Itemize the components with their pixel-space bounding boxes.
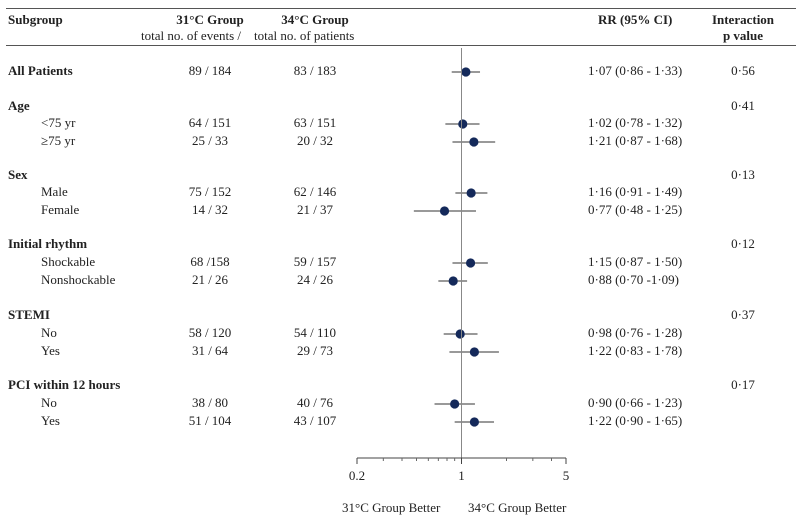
point-estimate [439, 206, 450, 216]
row-p-value: 0·41 [731, 98, 755, 113]
row-p-value: 0·13 [731, 167, 755, 182]
row-rr-ci: 0·98 (0·76 - 1·28) [588, 325, 683, 340]
row-events-a: 21 / 26 [191, 272, 229, 287]
header-group-b: 34°C Group [281, 12, 349, 27]
row-label: Yes [41, 413, 60, 428]
row-events-b: 29 / 73 [296, 343, 334, 358]
row-label: No [41, 395, 57, 410]
row-rr-ci: 0·90 (0·66 - 1·23) [588, 395, 683, 410]
point-estimate [469, 417, 480, 427]
point-estimate [469, 347, 480, 357]
row-events-b: 62 / 146 [293, 184, 337, 199]
row-events-b: 40 / 76 [296, 395, 334, 410]
point-estimate [465, 258, 476, 268]
row-events-a: 25 / 33 [191, 133, 229, 148]
row-events-b: 21 / 37 [296, 202, 334, 217]
row-label: Nonshockable [41, 272, 116, 287]
x-tick-label: 1 [458, 468, 465, 483]
row-events-a: 64 / 151 [188, 115, 232, 130]
header-top-rule [6, 8, 796, 9]
point-estimate [458, 119, 468, 129]
point-estimate [448, 276, 458, 286]
row-rr-ci: 0·77 (0·48 - 1·25) [588, 202, 683, 217]
row-p-value: 0·56 [731, 63, 755, 78]
header-p-value: p value [722, 28, 764, 43]
header-sub-a: total no. of events / [141, 28, 242, 43]
row-label: ≥75 yr [41, 133, 76, 148]
point-estimate [466, 188, 476, 198]
row-label: Yes [41, 343, 60, 358]
row-label: STEMI [8, 307, 50, 322]
row-p-value: 0·17 [731, 377, 755, 392]
row-rr-ci: 1·21 (0·87 - 1·68) [588, 133, 683, 148]
row-events-b: 20 / 32 [296, 133, 334, 148]
row-events-a: 51 / 104 [188, 413, 232, 428]
row-events-a: 58 / 120 [188, 325, 232, 340]
point-estimate [461, 67, 471, 77]
row-label: Age [8, 98, 30, 113]
point-estimate [455, 329, 465, 339]
header-interaction: Interaction [711, 12, 775, 27]
row-events-b: 54 / 110 [293, 325, 337, 340]
x-tick-label: 5 [563, 468, 570, 483]
row-rr-ci: 0·88 (0·70 -1·09) [588, 272, 679, 287]
row-events-a: 31 / 64 [191, 343, 229, 358]
row-rr-ci: 1·16 (0·91 - 1·49) [588, 184, 683, 199]
row-events-a: 14 / 32 [191, 202, 229, 217]
row-p-value: 0·37 [731, 307, 755, 322]
label-left-better: 31°C Group Better [342, 500, 441, 515]
row-rr-ci: 1·15 (0·87 - 1·50) [588, 254, 683, 269]
row-events-a: 75 / 152 [188, 184, 232, 199]
row-label: Sex [8, 167, 28, 182]
row-events-b: 63 / 151 [293, 115, 337, 130]
row-events-a: 38 / 80 [191, 395, 229, 410]
row-label: Shockable [41, 254, 96, 269]
row-label: Initial rhythm [8, 236, 88, 251]
row-label: No [41, 325, 57, 340]
label-right-better: 34°C Group Better [468, 500, 567, 515]
row-p-value: 0·12 [731, 236, 755, 251]
row-rr-ci: 1·22 (0·83 - 1·78) [588, 343, 683, 358]
row-label: Male [41, 184, 68, 199]
row-rr-ci: 1·22 (0·90 - 1·65) [588, 413, 683, 428]
row-events-b: 43 / 107 [293, 413, 337, 428]
header-sub-b: total no. of patients [254, 28, 355, 43]
point-estimate [469, 137, 479, 147]
row-label: Female [41, 202, 80, 217]
header-subgroup: Subgroup [8, 12, 63, 27]
row-events-b: 59 / 157 [293, 254, 337, 269]
row-events-a: 89 / 184 [188, 63, 232, 78]
header-bottom-rule [6, 45, 796, 46]
row-label: All Patients [8, 63, 73, 78]
point-estimate [450, 399, 460, 409]
row-events-b: 83 / 183 [293, 63, 337, 78]
row-rr-ci: 1·07 (0·86 - 1·33) [588, 63, 683, 78]
row-rr-ci: 1·02 (0·78 - 1·32) [588, 115, 683, 130]
header-group-a: 31°C Group [176, 12, 244, 27]
row-label: <75 yr [41, 115, 76, 130]
row-label: PCI within 12 hours [8, 377, 121, 392]
row-events-a: 68 /158 [190, 254, 230, 269]
x-tick-label: 0.2 [349, 468, 365, 483]
header-rr: RR (95% CI) [598, 12, 673, 27]
row-events-b: 24 / 26 [296, 272, 334, 287]
